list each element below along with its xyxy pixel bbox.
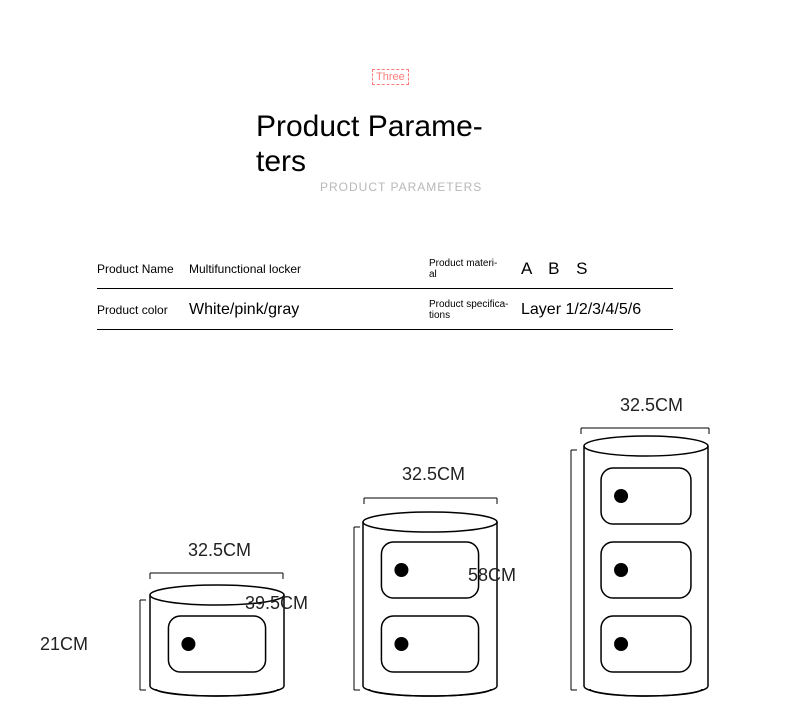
param-label: Product materi-al	[429, 258, 521, 280]
page-title: Product Parame-ters	[256, 110, 483, 179]
param-label: Product color	[97, 303, 189, 317]
param-value: White/pink/gray	[189, 301, 429, 319]
table-row: Product NameMultifunctional lockerProduc…	[97, 248, 673, 289]
dimension-width-label: 32.5CM	[620, 395, 683, 416]
dimension-height-label: 21CM	[40, 634, 88, 655]
dimension-height-label: 39.5CM	[245, 593, 308, 614]
section-badge: Three	[372, 69, 409, 85]
param-value: Multifunctional locker	[189, 262, 429, 276]
dimension-width-label: 32.5CM	[402, 464, 465, 485]
parameters-table: Product NameMultifunctional lockerProduc…	[97, 248, 673, 330]
param-value: Layer 1/2/3/4/5/6	[521, 301, 673, 319]
size-diagram: 32.5CM 21CM 32.5CM 39.5CM 32.5CM 58CM	[40, 390, 750, 710]
param-label: Product Name	[97, 262, 189, 276]
dimension-height-label: 58CM	[468, 565, 516, 586]
param-label: Product specifica-tions	[429, 299, 521, 321]
dimension-width-label: 32.5CM	[188, 540, 251, 561]
table-row: Product colorWhite/pink/grayProduct spec…	[97, 289, 673, 330]
param-value: A B S	[521, 259, 673, 279]
page-subtitle: PRODUCT PARAMETERS	[320, 180, 482, 194]
